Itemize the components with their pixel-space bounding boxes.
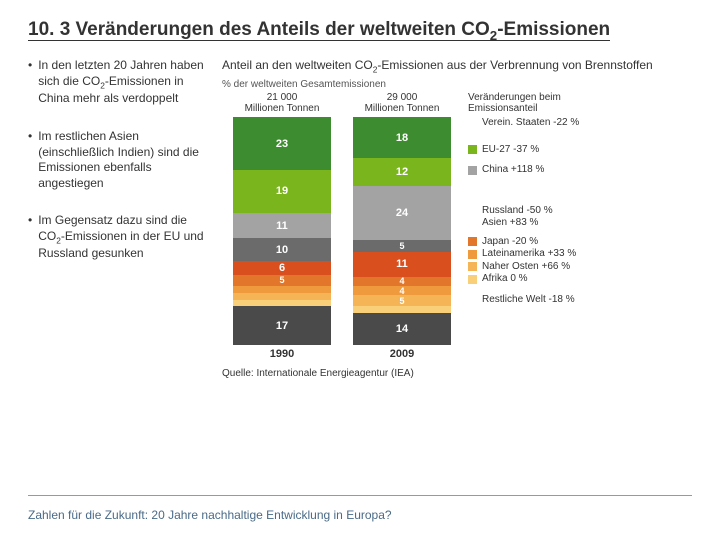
bar-row: 23191110651718122451144514 [222, 117, 462, 345]
segment-africa [353, 306, 451, 313]
bar-2009: 18122451144514 [353, 117, 451, 345]
col-label-2009: 29 000 Millionen Tonnen [342, 92, 462, 114]
chart-title-post: -Emissionen aus der Verbrennung von Bren… [377, 58, 652, 72]
legend-item: Restliche Welt -18 % [468, 294, 692, 306]
bar-cell-2009: 18122451144514 [342, 117, 462, 345]
segment-china: 24 [353, 186, 451, 241]
legend-item: Afrika 0 % [468, 273, 692, 285]
segment-russia: 5 [353, 240, 451, 251]
year-label: 1990 [222, 348, 342, 360]
legend-item: Naher Osten +66 % [468, 261, 692, 273]
legend-swatch [468, 166, 477, 175]
legend-item: Verein. Staaten -22 % [468, 117, 692, 129]
bullet-item: In den letzten 20 Jahren haben sich die … [28, 58, 208, 107]
legend-swatch [468, 275, 477, 284]
chart-column: Anteil an den weltweiten CO2-Emissionen … [222, 58, 692, 379]
bar-1990: 2319111065 17 [233, 117, 331, 345]
legend-item: China +118 % [468, 164, 692, 176]
legend-item: EU-27 -37 % [468, 144, 692, 156]
legend-item: Asien +83 % [468, 217, 692, 229]
title-pre: 10. 3 Veränderungen des Anteils der welt… [28, 19, 490, 40]
segment-africa [233, 300, 331, 307]
legend-text: Japan -20 % [482, 236, 538, 248]
footer-rule [28, 495, 692, 496]
segment-mideast: 5 [353, 295, 451, 306]
year-label: 2009 [342, 348, 462, 360]
legend-swatch [468, 250, 477, 259]
bar-cell-1990: 2319111065 17 [222, 117, 342, 345]
segment-japan: 4 [353, 277, 451, 286]
footer-text: Zahlen für die Zukunft: 20 Jahre nachhal… [28, 508, 392, 522]
legend-text: Russland -50 % [482, 205, 553, 217]
legend-text: Verein. Staaten -22 % [482, 117, 579, 129]
legend-item: Lateinamerika +33 % [468, 248, 692, 260]
slide-title-wrap: 10. 3 Veränderungen des Anteils der welt… [28, 18, 692, 44]
legend-text: Asien +83 % [482, 217, 538, 229]
bullet-column: In den letzten 20 Jahren haben sich die … [28, 58, 208, 379]
segment-us: 23 [233, 117, 331, 169]
column-labels: 21 000 Millionen Tonnen 29 000 Millionen… [222, 92, 692, 114]
stacked-bars: 23191110651718122451144514 19902009 [222, 117, 462, 360]
legend-text: China +118 % [482, 164, 544, 176]
legend-swatch [468, 145, 477, 154]
segment-rest: 17 [233, 306, 331, 345]
chart-subtitle: % der weltweiten Gesamtemissionen [222, 79, 692, 90]
legend-swatch [468, 262, 477, 271]
legend-text: Lateinamerika +33 % [482, 248, 576, 260]
segment-latam: 4 [353, 286, 451, 295]
legend-swatch [468, 237, 477, 246]
segment-mideast [233, 293, 331, 300]
segment-eu: 12 [353, 158, 451, 185]
content-area: In den letzten 20 Jahren haben sich die … [28, 58, 692, 379]
legend-item: Russland -50 % [468, 205, 692, 217]
legend-text: EU-27 -37 % [482, 144, 539, 156]
bullet-item: Im restlichen Asien (einschließlich Indi… [28, 129, 208, 191]
col-label-1990: 21 000 Millionen Tonnen [222, 92, 342, 114]
col-label-change: Veränderungen beim Emissionsanteil [462, 92, 692, 114]
segment-asia: 11 [353, 252, 451, 277]
chart-title-pre: Anteil an den weltweiten CO [222, 58, 373, 72]
chart-title: Anteil an den weltweiten CO2-Emissionen … [222, 58, 692, 75]
year-row: 19902009 [222, 348, 462, 360]
legend-item: Japan -20 % [468, 236, 692, 248]
bullet-list: In den letzten 20 Jahren haben sich die … [28, 58, 208, 261]
source-text: Quelle: Internationale Energieagentur (I… [222, 368, 692, 379]
chart-area: 23191110651718122451144514 19902009 Vere… [222, 117, 692, 360]
bullet-item: Im Gegensatz dazu sind die CO2-Emissione… [28, 213, 208, 262]
segment-us: 18 [353, 117, 451, 158]
legend-text: Naher Osten +66 % [482, 261, 570, 273]
segment-china: 11 [233, 213, 331, 238]
segment-asia: 6 [233, 261, 331, 275]
slide-title: 10. 3 Veränderungen des Anteils der welt… [28, 19, 610, 41]
segment-eu: 19 [233, 170, 331, 213]
segment-japan: 5 [233, 275, 331, 286]
segment-russia: 10 [233, 238, 331, 261]
legend: Verein. Staaten -22 % EU-27 -37 % China +1… [462, 117, 692, 360]
legend-text: Restliche Welt -18 % [482, 294, 575, 306]
legend-text: Afrika 0 % [482, 273, 528, 285]
segment-rest: 14 [353, 313, 451, 345]
segment-latam [233, 286, 331, 293]
title-post: -Emissionen [497, 19, 610, 40]
